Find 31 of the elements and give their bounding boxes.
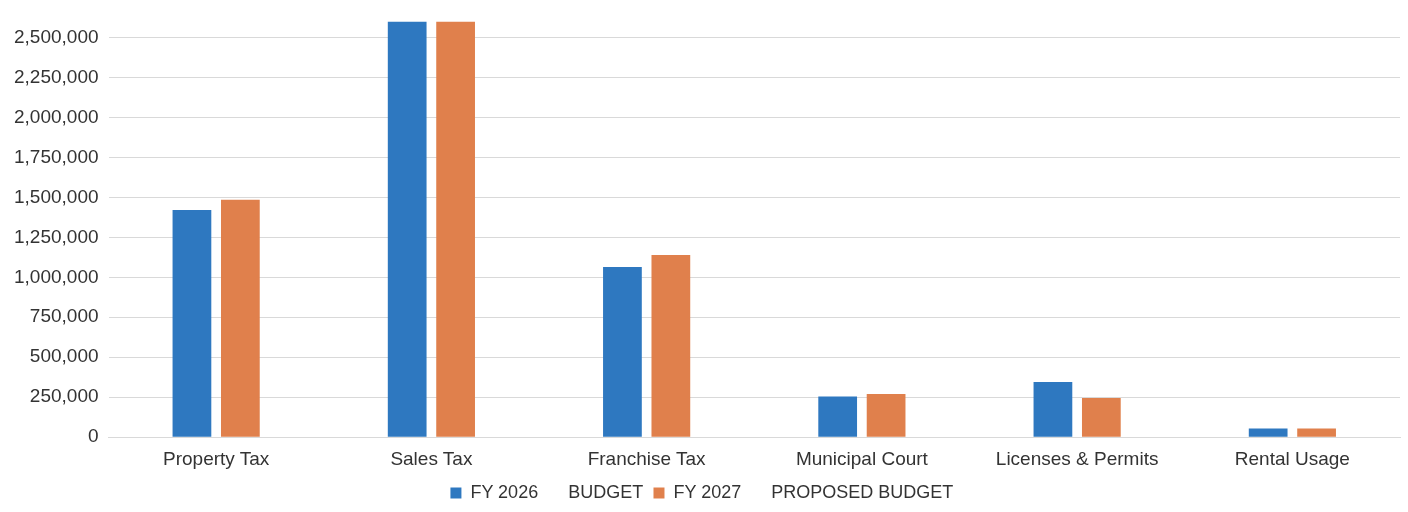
bar [1297,428,1336,437]
y-tick-label: 2,250,000 [13,65,99,87]
y-tick-label: 1,500,000 [13,185,99,207]
x-tick-label: Municipal Court [795,447,929,469]
y-tick-label: 750,000 [29,305,99,327]
bar [866,394,906,437]
bar [436,21,475,437]
y-tick-label: 500,000 [29,345,99,367]
bar [172,210,212,437]
bar [603,266,642,437]
x-tick-label: Licenses & Permits [995,447,1159,469]
legend-label: FY 2026 BUDGET [470,481,644,502]
y-tick-label: 250,000 [29,385,99,407]
bar [1248,428,1288,437]
x-tick-label: Rental Usage [1234,447,1350,469]
bar [387,21,427,437]
bar [818,396,858,437]
bar [220,199,260,437]
y-tick-label: 2,000,000 [13,105,99,127]
x-tick-label: Property Tax [162,447,270,469]
y-tick-label: 0 [87,425,99,447]
y-tick-label: 1,000,000 [13,265,99,287]
y-tick-label: 2,500,000 [13,25,99,47]
x-tick-label: Franchise Tax [587,447,707,469]
bar [1033,382,1073,437]
legend-label: FY 2027 PROPOSED BUDGET [673,481,954,502]
y-tick-label: 1,250,000 [13,225,99,247]
x-tick-label: Sales Tax [390,447,473,469]
y-tick-label: 1,750,000 [13,145,99,167]
bar [651,254,691,437]
bar [1081,398,1121,437]
